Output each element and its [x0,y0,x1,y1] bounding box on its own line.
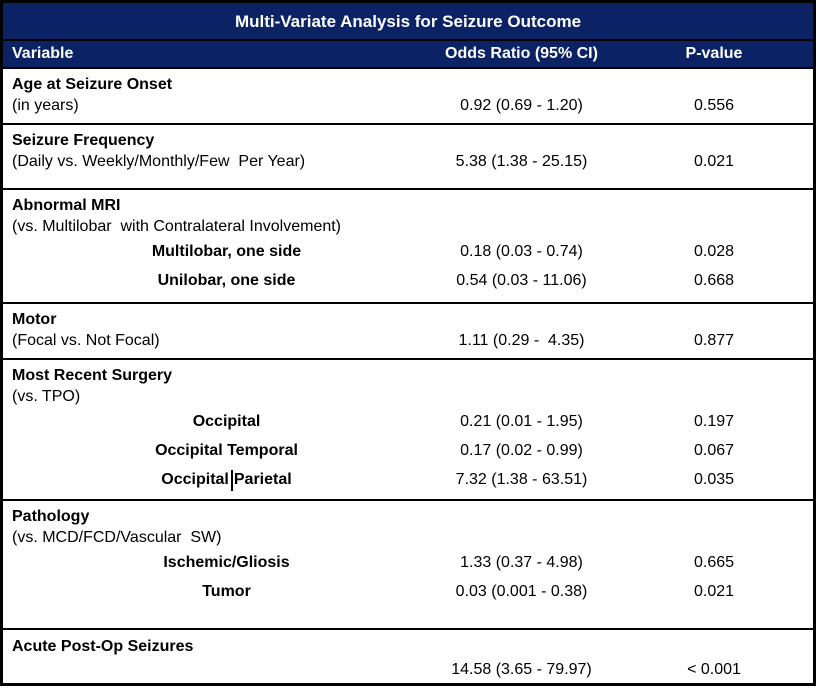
odds-ratio-cell: 5.38 (1.38 - 25.15) [455,152,588,170]
column-header-p-value: P-value [685,45,743,62]
p-value-cell: 0.021 [693,152,735,170]
p-value-cell: 0.877 [693,331,735,349]
variable-cell: Occipital [192,412,261,430]
variable-cell: Seizure Frequency [12,131,155,149]
variable-cell: Ischemic/Gliosis [163,553,290,571]
variable-text: Occipital [161,471,229,488]
variable-cell: (vs. Multilobar with Contralateral Invol… [12,217,342,235]
section-seizure-frequency: Seizure Frequency (Daily vs. Weekly/Month… [3,125,813,190]
p-value-cell: 0.067 [693,441,735,459]
section-abnormal-mri: Abnormal MRI (vs. Multilobar with Contral… [3,190,813,304]
table-row: (Focal vs. Not Focal) 1.11 (0.29 - 4.35) 0… [3,330,813,351]
variable-cell: (in years) [12,96,79,114]
section-most-recent-surgery: Most Recent Surgery (vs. TPO) Occipital 0.2… [3,360,813,501]
table-row: Occipital Temporal 0.17 (0.02 - 0.99) 0.06… [3,436,813,465]
variable-cell: Unilobar, one side [157,271,296,289]
variable-cell: Pathology [12,507,90,525]
table-row: Multilobar, one side 0.18 (0.03 - 0.74) 0.… [3,237,813,266]
table-header-row: Variable Odds Ratio (95% CI) P-value [3,41,813,69]
column-header-odds-ratio: Odds Ratio (95% CI) [445,45,598,62]
p-value-cell: 0.665 [693,553,735,571]
p-value-cell: 0.668 [693,271,735,289]
table-row: (Daily vs. Weekly/Monthly/Few Per Year) 5… [3,151,813,172]
odds-ratio-cell: 1.11 (0.29 - 4.35) [458,331,585,349]
odds-ratio-cell: 0.03 (0.001 - 0.38) [455,582,588,600]
p-value-cell: < 0.001 [687,661,741,678]
table-row: Motor [3,309,813,330]
variable-cell: (vs. MCD/FCD/Vascular SW) [12,528,222,546]
odds-ratio-cell: 0.17 (0.02 - 0.99) [460,441,583,459]
variable-cell: (vs. TPO) [12,387,81,405]
variable-cell: Acute Post-Op Seizures [12,637,194,655]
table-row: Ischemic/Gliosis 1.33 (0.37 - 4.98) 0.665 [3,548,813,577]
odds-ratio-cell: 0.92 (0.69 - 1.20) [460,96,583,114]
table-row: Seizure Frequency [3,130,813,151]
variable-cell: Abnormal MRI [12,196,121,214]
variable-cell: Motor [12,310,57,328]
odds-ratio-cell: 0.18 (0.03 - 0.74) [460,242,583,260]
table-row: (vs. TPO) [3,386,813,407]
table-row: Acute Post-Op Seizures [3,636,813,657]
table-row: Age at Seizure Onset [3,74,813,95]
text-cursor [230,470,233,491]
table-row: Pathology [3,506,813,527]
table-row: (vs. Multilobar with Contralateral Invol… [3,216,813,237]
table-body: Age at Seizure Onset (in years) 0.92 (0.69… [3,69,813,690]
p-value-cell: 0.197 [693,412,735,430]
table-row: Unilobar, one side 0.54 (0.03 - 11.06) 0.6… [3,266,813,295]
table-row: Most Recent Surgery [3,365,813,386]
p-value-cell: 0.028 [693,242,735,260]
table-row: (in years) 0.92 (0.69 - 1.20) 0.556 [3,95,813,116]
section-age-at-seizure-onset: Age at Seizure Onset (in years) 0.92 (0.69… [3,69,813,125]
table-row: Tumor 0.03 (0.001 - 0.38) 0.021 [3,577,813,606]
table-row: Abnormal MRI [3,195,813,216]
variable-cell: Age at Seizure Onset [12,75,173,93]
odds-ratio-cell: 7.32 (1.38 - 63.51) [455,470,588,488]
odds-ratio-cell: 0.21 (0.01 - 1.95) [460,412,583,430]
table-row: Occipital 0.21 (0.01 - 1.95) 0.197 [3,407,813,436]
table-row: Occipital Parietal 7.32 (1.38 - 63.51) 0.03… [3,465,813,494]
variable-cell: Multilobar, one side [151,242,302,260]
column-header-variable: Variable [12,45,74,62]
variable-cell: Tumor [202,582,251,600]
table-title: Multi-Variate Analysis for Seizure Outco… [3,3,813,41]
variable-cell: Occipital Parietal [3,470,428,491]
variable-cell: Most Recent Surgery [12,366,173,384]
odds-ratio-cell: 14.58 (3.65 - 79.97) [451,661,592,678]
variable-cell: (Focal vs. Not Focal) [12,331,160,349]
table-row: (vs. MCD/FCD/Vascular SW) [3,527,813,548]
p-value-cell: 0.021 [693,582,735,600]
section-acute-post-op-seizures: Acute Post-Op Seizures 14.58 (3.65 - 79.9… [3,630,813,690]
odds-ratio-cell: 1.33 (0.37 - 4.98) [460,553,583,571]
p-value-cell: 0.556 [693,96,735,114]
variable-cell: Occipital Temporal [155,441,298,459]
section-pathology: Pathology (vs. MCD/FCD/Vascular SW) Ischem… [3,501,813,630]
variable-text: Parietal [233,471,292,488]
odds-ratio-cell: 0.54 (0.03 - 11.06) [456,271,587,289]
variable-cell: (Daily vs. Weekly/Monthly/Few Per Year) [12,152,306,170]
table-row: 14.58 (3.65 - 79.97) < 0.001 [3,657,813,683]
section-motor: Motor (Focal vs. Not Focal) 1.11 (0.29 - 4… [3,304,813,360]
p-value-cell: 0.035 [693,470,735,488]
